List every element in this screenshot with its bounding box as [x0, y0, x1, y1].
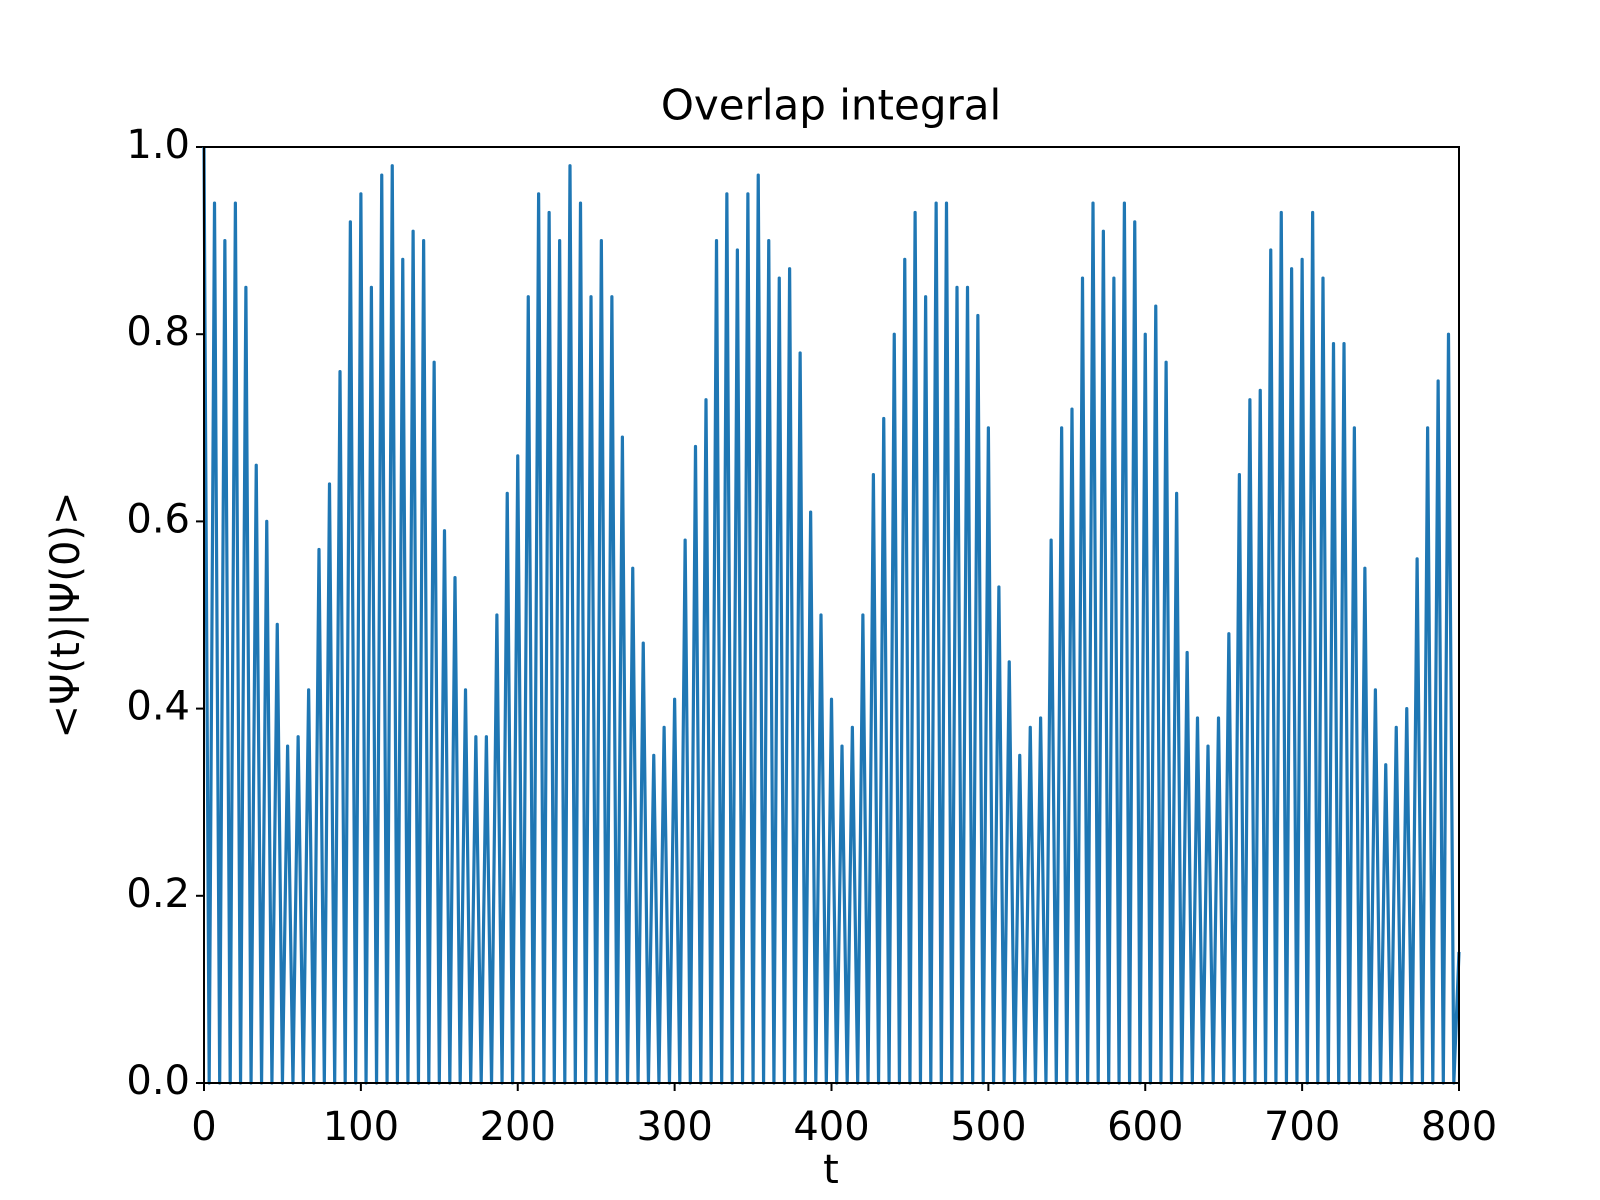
x-tick-label: 500 — [950, 1104, 1026, 1150]
x-axis-label: t — [823, 1147, 839, 1193]
y-axis-label: <Ψ(t)|Ψ(0)> — [43, 491, 89, 738]
data-line — [202, 146, 1461, 1085]
y-tick-label: 0.0 — [126, 1058, 190, 1104]
x-tick-label: 0 — [191, 1104, 216, 1150]
y-tick-label: 1.0 — [126, 122, 190, 168]
chart-title: Overlap integral — [661, 81, 1001, 130]
x-tick-label: 400 — [793, 1104, 869, 1150]
x-tick-label: 100 — [323, 1104, 399, 1150]
y-tick-label: 0.4 — [126, 684, 190, 730]
y-tick-label: 0.2 — [126, 871, 190, 917]
y-tick-label: 0.6 — [126, 496, 190, 542]
x-tick-label: 700 — [1264, 1104, 1340, 1150]
x-tick-label: 600 — [1107, 1104, 1183, 1150]
x-tick-label: 800 — [1421, 1104, 1497, 1150]
y-tick-label: 0.8 — [126, 309, 190, 355]
x-tick-label: 200 — [480, 1104, 556, 1150]
plot-frame — [203, 146, 1460, 1084]
x-tick-label: 300 — [636, 1104, 712, 1150]
